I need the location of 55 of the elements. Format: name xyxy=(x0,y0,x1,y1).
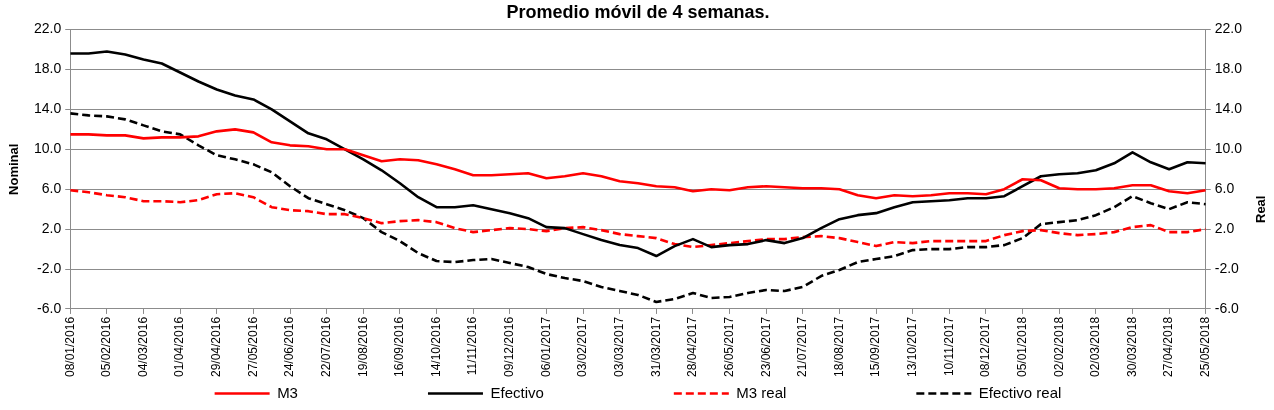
x-tick-label: 27/05/2016 xyxy=(245,316,260,377)
x-tick-label: 06/01/2017 xyxy=(538,316,553,377)
y2-tick-label: 14.0 xyxy=(1214,100,1243,117)
x-tick-label: 26/05/2017 xyxy=(721,316,736,377)
x-tick-label: 29/04/2016 xyxy=(209,316,224,377)
x-tick-label: 03/03/2017 xyxy=(612,316,626,377)
y2-tick-label: 18.0 xyxy=(1214,60,1243,77)
legend-label: Efectivo real xyxy=(978,383,1062,401)
y2-tick-label: 6.0 xyxy=(1214,180,1235,197)
x-tick-label: 08/12/2017 xyxy=(978,316,993,377)
x-tick-label: 02/02/2018 xyxy=(1051,316,1066,377)
x-tick-label: 09/12/2016 xyxy=(502,316,517,377)
x-tick-label: 15/09/2017 xyxy=(868,316,883,377)
x-tick-label: 14/10/2016 xyxy=(428,316,443,377)
y2-axis-title: Real xyxy=(1252,195,1268,224)
x-tick-label: 05/01/2018 xyxy=(1014,316,1029,377)
x-tick-label: 18/08/2017 xyxy=(831,316,846,377)
y-tick-label: -2.0 xyxy=(37,259,62,276)
x-tick-label: 04/03/2016 xyxy=(135,316,150,377)
x-tick-label: 02/03/2018 xyxy=(1088,316,1103,377)
x-tick-label: 05/02/2016 xyxy=(99,316,114,377)
x-tick-label: 16/09/2016 xyxy=(392,316,407,377)
x-tick-label: 01/04/2016 xyxy=(172,316,187,377)
y2-tick-label: 22.0 xyxy=(1214,20,1243,37)
y-tick-label: 18.0 xyxy=(34,60,62,77)
x-tick-label: 08/01/2016 xyxy=(62,316,77,377)
y-tick-label: 22.0 xyxy=(34,20,62,37)
y-tick-label: 2.0 xyxy=(41,219,62,236)
legend-label: Efectivo xyxy=(490,383,544,401)
x-tick-label: 19/08/2016 xyxy=(355,316,370,377)
x-tick-label: 11/11/2016 xyxy=(465,316,480,376)
y-tick-label: 10.0 xyxy=(34,140,62,157)
x-tick-label: 10/11/2017 xyxy=(941,316,956,377)
y2-tick-label: 2.0 xyxy=(1214,219,1235,236)
y2-tick-label: -2.0 xyxy=(1214,259,1240,276)
y2-tick-label: 10.0 xyxy=(1214,140,1243,157)
x-tick-label: 31/03/2017 xyxy=(648,316,663,377)
y2-tick-label: -6.0 xyxy=(1214,299,1240,316)
y-tick-label: -6.0 xyxy=(37,299,62,316)
x-tick-label: 03/02/2017 xyxy=(575,316,590,377)
chart-title: Promedio móvil de 4 semanas. xyxy=(506,1,770,22)
x-tick-label: 28/04/2017 xyxy=(685,316,700,377)
x-tick-label: 25/05/2018 xyxy=(1198,316,1213,377)
y-tick-label: 6.0 xyxy=(41,180,62,197)
y-tick-label: 14.0 xyxy=(34,100,62,117)
x-tick-label: 21/07/2017 xyxy=(795,316,810,377)
legend-label: M3 real xyxy=(736,383,787,401)
x-tick-label: 30/03/2018 xyxy=(1124,316,1139,377)
x-tick-label: 13/10/2017 xyxy=(905,316,920,377)
x-tick-label: 23/06/2017 xyxy=(758,316,773,377)
y-axis-title: Nominal xyxy=(5,143,21,195)
legend-label: M3 xyxy=(277,383,298,401)
x-tick-label: 22/07/2016 xyxy=(318,316,333,377)
x-tick-label: 24/06/2016 xyxy=(282,316,297,377)
x-tick-label: 27/04/2018 xyxy=(1161,316,1176,377)
